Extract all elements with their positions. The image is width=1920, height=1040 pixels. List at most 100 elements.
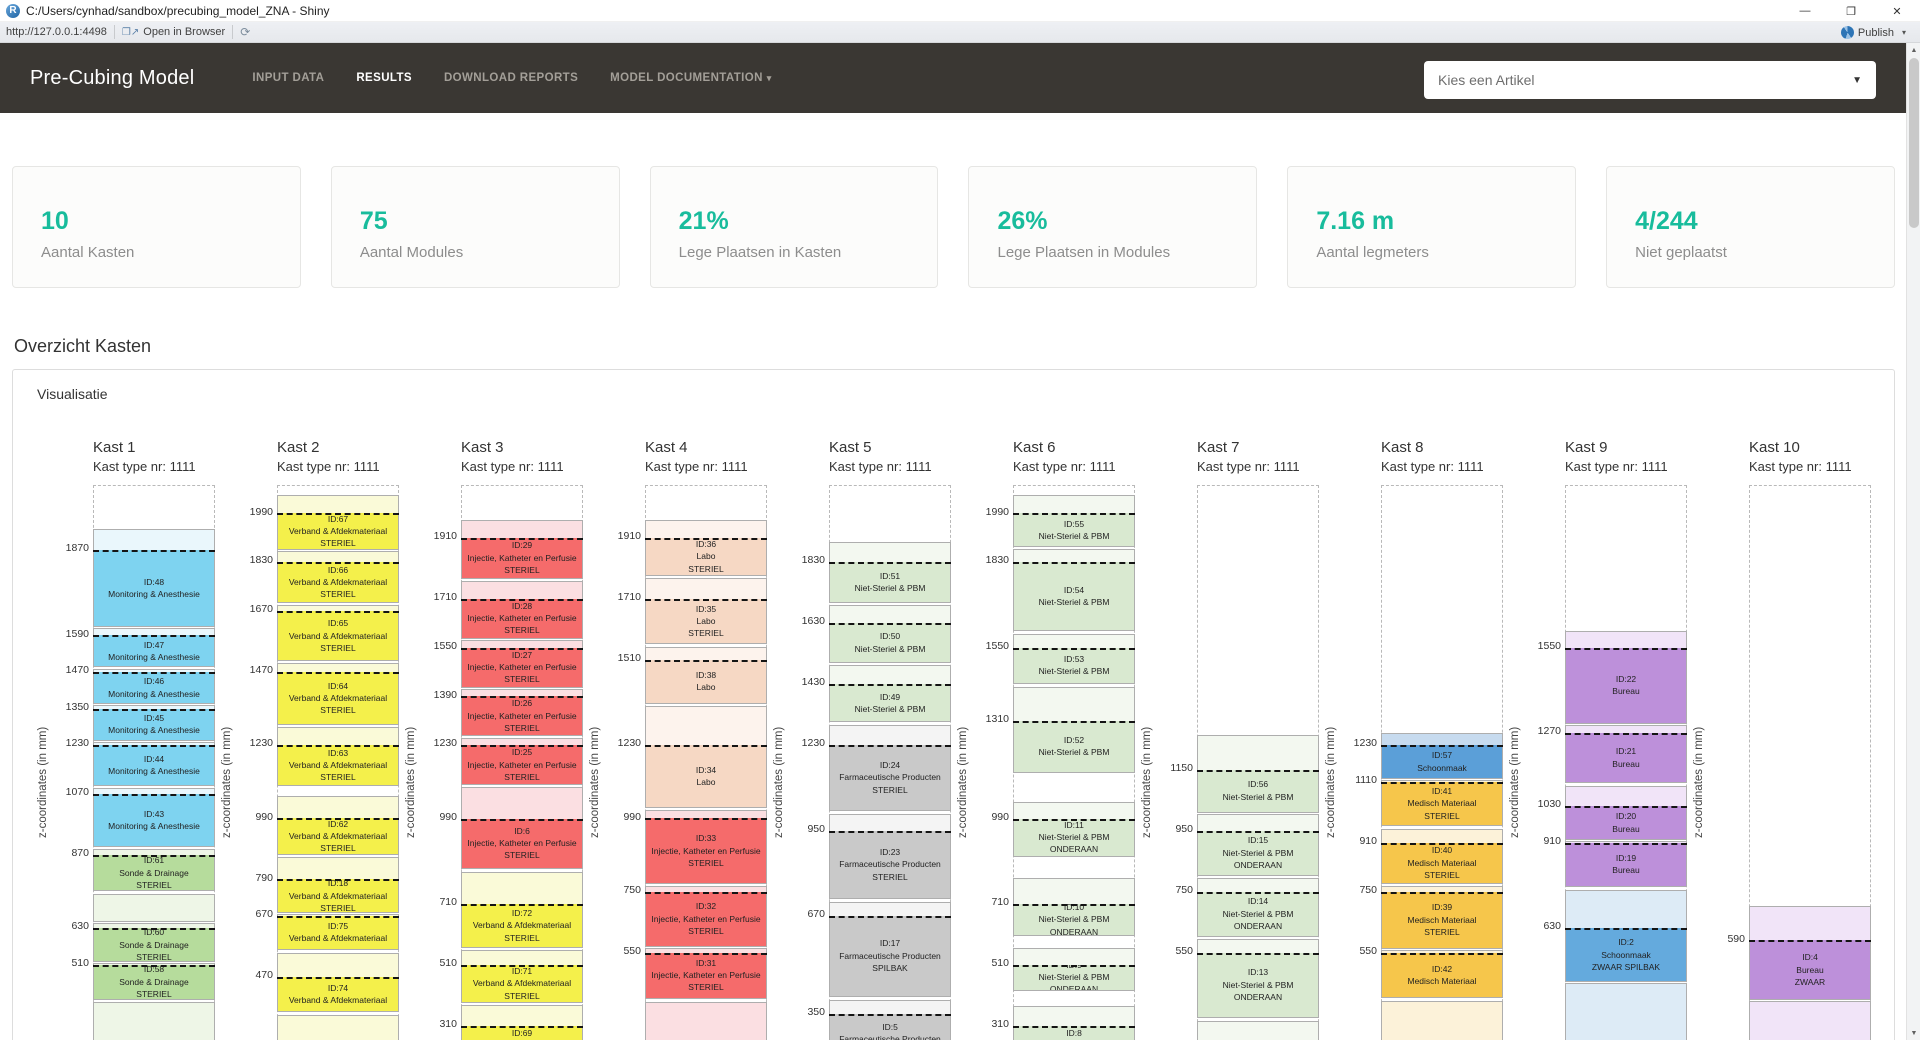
shelf-module-fill: ID:33 Injectie, Katheter en Perfusie STERI… — [646, 818, 766, 883]
app-brand: Pre-Cubing Model — [30, 66, 195, 89]
shelf-z-line — [1013, 513, 1135, 516]
refresh-icon[interactable]: ⟳ — [240, 25, 251, 39]
shelf-module-fill: ID:6 Injectie, Katheter en Perfusie STERIE… — [462, 818, 582, 868]
article-select[interactable]: Kies een Artikel ▼ — [1424, 61, 1876, 99]
shelf-module: ID:14 Niet-Steriel & PBM ONDERAAN — [1197, 877, 1319, 938]
y-axis-label: z-coordinates (in mm) — [589, 726, 601, 838]
shelf-z-line — [829, 916, 951, 919]
scroll-down-icon[interactable]: ▼ — [1910, 1029, 1918, 1037]
shelf-module-fill: ID:21 Bureau — [1566, 733, 1686, 783]
tab-download-reports[interactable]: DOWNLOAD REPORTS — [443, 72, 579, 84]
shelf-module-fill: ID:74 Verband & Afdekmateriaal — [278, 977, 398, 1012]
y-tick-label: 1110 — [1355, 773, 1377, 786]
kast-plot-area: z-coordinates (in mm) 1990 1830 1670 1470 123… — [221, 482, 401, 1040]
scroll-up-icon[interactable]: ▲ — [1910, 46, 1918, 54]
shelf-z-line — [1013, 903, 1135, 906]
shelf-module-label: ID:13 Niet-Steriel & PBM ONDERAAN — [1222, 967, 1294, 1003]
shelf-module-label: ID:46 Monitoring & Anesthesie — [108, 676, 200, 699]
y-tick-label: 950 — [1175, 822, 1193, 835]
restore-button[interactable]: ❐ — [1846, 5, 1856, 18]
shelf-module: ID:25 Injectie, Katheter en Perfusie STERI… — [461, 737, 583, 786]
shelf-empty — [1381, 1001, 1503, 1040]
shelf-module: ID:44 Monitoring & Anesthesie — [93, 741, 215, 787]
kast-plot: ID:57 Schoonmaak ID:41 Medisch Materiaal STE… — [1381, 482, 1503, 1040]
y-tick-label: 310 — [991, 1017, 1009, 1030]
y-tick-label: 1830 — [249, 554, 273, 567]
shelf-module: ID:27 Injectie, Katheter en Perfusie STERI… — [461, 639, 583, 688]
kast-plot-area: z-coordinates (in mm)590230 ID:4BureauZWA… — [1693, 482, 1873, 1040]
y-tick-label: 1390 — [433, 688, 457, 701]
shelf-module-fill: ID:41 Medisch Materiaal STERIEL — [1382, 781, 1502, 826]
y-tick-label: 1710 — [433, 590, 457, 603]
shelf-module: ID:60 Sonde & Drainage STERIEL — [93, 923, 215, 963]
shelf-module-label: ID:53 Niet-Steriel & PBM — [1038, 653, 1110, 677]
value-box-label: Niet geplaatst — [1635, 244, 1727, 261]
shelf-z-line — [461, 745, 583, 748]
y-tick-label: 510 — [71, 956, 89, 969]
shelf-module-label: ID:60 Sonde & Drainage STERIEL — [119, 928, 189, 962]
shelf-module-label: ID:25 Injectie, Katheter en Perfusie STERI… — [467, 747, 577, 782]
shelf-module: ID:21 Bureau — [1565, 725, 1687, 784]
shelf-module-fill: ID:46 Monitoring & Anesthesie — [94, 672, 214, 704]
shelf-z-line — [645, 598, 767, 601]
shelf-module-fill: ID:44 Monitoring & Anesthesie — [94, 745, 214, 786]
y-tick-label: 1150 — [1170, 761, 1193, 774]
tab-model-documentation[interactable]: MODEL DOCUMENTATION ▾ — [610, 72, 772, 84]
close-button[interactable]: ✕ — [1892, 5, 1902, 18]
app-url: http://127.0.0.1:4498 — [6, 26, 107, 38]
shelf-module: ID:64 Verband & Afdekmateriaal STERIEL — [277, 663, 399, 726]
shelf-module-fill: ID:52 Niet-Steriel & PBM — [1014, 720, 1134, 772]
shelf-module-fill: ID:47 Monitoring & Anesthesie — [94, 635, 214, 667]
kast-subtitle: Kast type nr: 1111 — [1565, 459, 1668, 474]
shelf-module: ID:48 Monitoring & Anesthesie — [93, 529, 215, 627]
shelf-z-line — [93, 550, 215, 553]
shelf-module-fill: ID:11 Niet-Steriel & PBM ONDERAAN — [1014, 818, 1134, 856]
minimize-button[interactable]: — — [1799, 5, 1811, 17]
shelf-empty — [277, 1014, 399, 1040]
y-axis-label: z-coordinates (in mm) — [1509, 726, 1521, 838]
shelf-module-fill: ID:75 Verband & Afdekmateriaal — [278, 916, 398, 949]
shelf-module-fill: ID:22 Bureau — [1566, 647, 1686, 723]
shelf-z-line — [461, 818, 583, 821]
y-tick-label: 750 — [1359, 883, 1377, 896]
toolbar-divider — [113, 25, 115, 39]
shelf-z-line — [1197, 952, 1319, 955]
shelf-module-fill: ID:39 Medisch Materiaal STERIEL — [1382, 891, 1502, 948]
y-axis-ticks: 1910171015101230990750550230 — [603, 482, 645, 1040]
open-in-browser-button[interactable]: ❐↗ Open in Browser — [121, 26, 226, 38]
scrollbar-thumb[interactable] — [1909, 58, 1919, 228]
shelf-module-label: ID:75 Verband & Afdekmateriaal — [288, 921, 388, 944]
shelf-z-line — [645, 818, 767, 821]
shelf-module: ID:58 Sonde & Drainage STERIEL — [93, 963, 215, 1000]
shelf-module-fill: ID:28 Injectie, Katheter en Perfusie STERI… — [462, 598, 582, 638]
y-tick-label: 1670 — [249, 603, 273, 616]
vertical-scrollbar[interactable]: ▲ ▼ — [1906, 43, 1920, 1040]
publish-button[interactable]: Publish ▾ — [1840, 22, 1906, 43]
shelf-module: ID:42 Medisch Materiaal — [1381, 949, 1503, 999]
tab-input-data[interactable]: INPUT DATA — [252, 72, 325, 84]
shelf-module-fill: ID:42 Medisch Materiaal — [1382, 952, 1502, 998]
value-box: 75 Aantal Modules — [330, 166, 620, 288]
publish-icon — [1840, 26, 1854, 39]
shelf-module: ID:71 Verband & Afdekmateriaal STERIEL — [461, 949, 583, 1003]
kast-title: Kast 8 — [1381, 439, 1424, 456]
y-tick-label: 1230 — [1353, 737, 1377, 750]
y-tick-label: 870 — [71, 847, 89, 860]
kast-chart: Kast 4 Kast type nr: 1111 z-coordinates (i… — [589, 438, 769, 1040]
shelf-module-label: ID:55 Niet-Steriel & PBM — [1038, 518, 1110, 541]
y-tick-label: 1510 — [617, 651, 641, 664]
tab-results[interactable]: RESULTS — [356, 72, 412, 84]
shelf-z-line — [277, 562, 399, 565]
y-axis-label: z-coordinates (in mm) — [957, 726, 969, 838]
kast-subtitle: Kast type nr: 1111 — [1013, 459, 1116, 474]
publish-caret-icon[interactable]: ▾ — [1901, 28, 1906, 37]
shelf-module-fill: ID:13 Niet-Steriel & PBM ONDERAAN — [1198, 952, 1318, 1018]
value-box-value: 4/244 — [1635, 207, 1698, 235]
shelf-module-label: ID:56 Niet-Steriel & PBM — [1222, 779, 1294, 802]
shelf-z-line — [277, 818, 399, 821]
shelf-module-label: ID:34 Labo — [695, 764, 717, 787]
value-box: 10 Aantal Kasten — [12, 166, 301, 288]
shelf-module: ID:47 Monitoring & Anesthesie — [93, 628, 215, 668]
